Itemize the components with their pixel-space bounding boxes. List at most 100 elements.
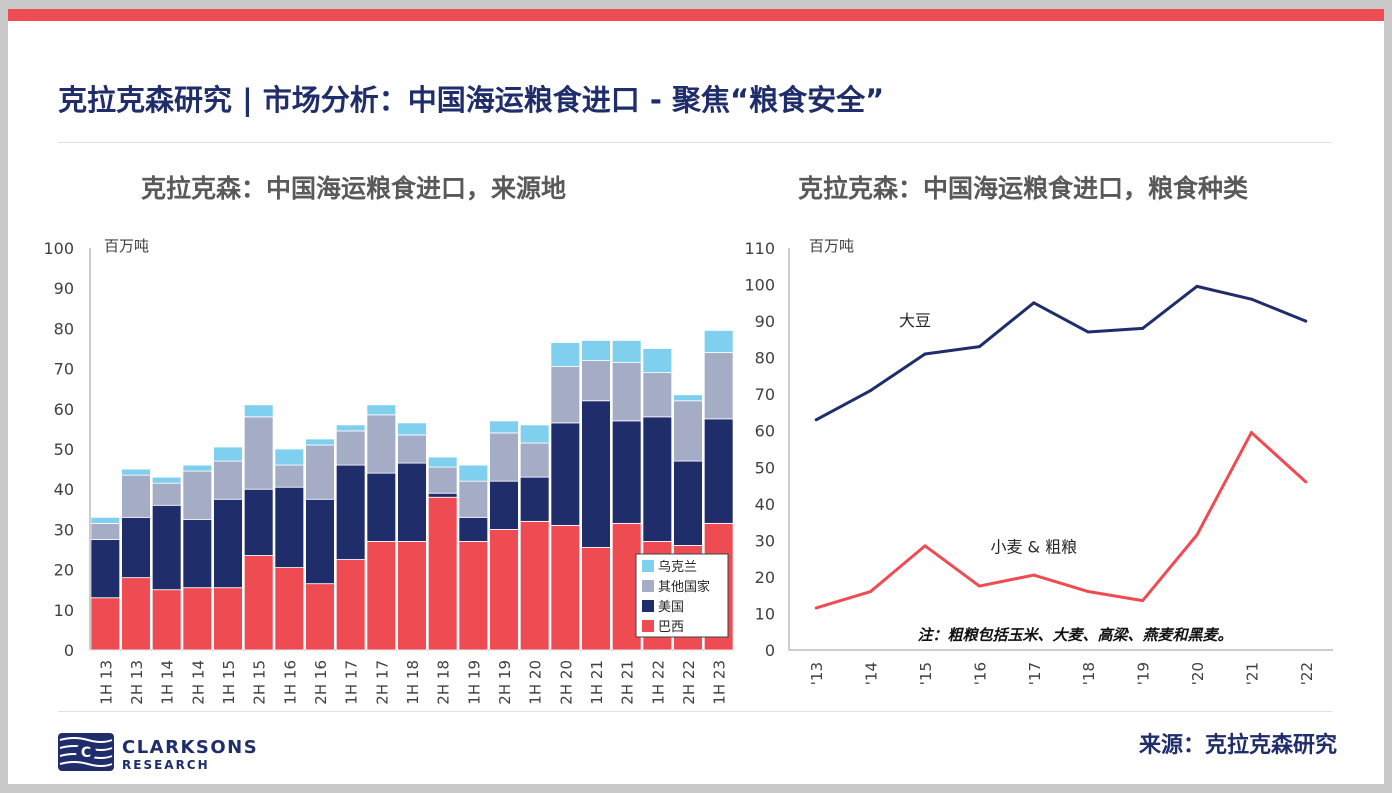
x-tick-label: '20: [1189, 662, 1207, 685]
x-tick-label: 2H 16: [312, 660, 330, 704]
x-tick-label: 1H 15: [220, 660, 238, 704]
bar-segment: [335, 559, 366, 651]
bar-segment: [581, 340, 611, 361]
legend-swatch: [642, 560, 654, 572]
y-tick-label: 50: [755, 458, 775, 477]
bar-segment: [151, 476, 182, 484]
x-tick-label: 2H 13: [128, 660, 146, 704]
bar-segment: [213, 446, 243, 462]
x-tick-label: '17: [1026, 662, 1044, 685]
bar-segment: [151, 504, 182, 591]
y-tick-label: 100: [744, 276, 775, 295]
x-tick-label: '22: [1298, 662, 1316, 685]
bar-segment: [397, 422, 427, 436]
x-tick-label: '16: [971, 662, 989, 685]
footnote: 注：粗粮包括玉米、大麦、高梁、燕麦和黑麦。: [917, 626, 1232, 644]
y-tick-label: 50: [54, 440, 74, 459]
bar-segment: [121, 577, 151, 651]
bar-segment: [489, 528, 519, 651]
bar-segment: [243, 488, 274, 556]
bar-segment: [489, 480, 519, 530]
x-tick-label: 2H 20: [557, 660, 575, 704]
legend-swatch: [642, 600, 654, 612]
x-tick-label: 2H 22: [680, 660, 698, 704]
legend-label: 其他国家: [658, 579, 710, 595]
x-tick-label: '19: [1135, 662, 1153, 685]
bar-segment: [611, 362, 642, 422]
bar-segment: [335, 430, 366, 466]
bar-segment: [703, 352, 734, 420]
data-point: [977, 345, 981, 349]
bar-segment: [673, 394, 703, 402]
x-tick-label: 1H 17: [343, 660, 361, 704]
bar-segment: [90, 539, 121, 599]
logo-name: CLARKSONS: [122, 737, 258, 758]
data-point: [869, 389, 873, 393]
bar-segment: [305, 438, 335, 446]
bar-segment: [458, 541, 489, 651]
data-point: [1086, 590, 1090, 594]
bar-segment: [335, 424, 366, 432]
bar-segment: [366, 414, 397, 474]
wave-mark-icon: C: [58, 733, 114, 771]
unit-label: 百万吨: [104, 237, 149, 255]
y-tick-label: 0: [64, 641, 74, 660]
x-tick-label: 1H 16: [281, 660, 299, 704]
bar-segment: [366, 472, 397, 542]
bar-segment: [335, 464, 366, 560]
y-tick-label: 30: [54, 520, 74, 539]
x-tick-label: 2H 15: [251, 660, 269, 704]
bar-segment: [673, 460, 703, 546]
series-line: [815, 431, 1307, 610]
bar-segment: [397, 462, 427, 542]
bar-segment: [274, 464, 305, 488]
bar-segment: [703, 418, 734, 524]
bar-segment: [519, 442, 550, 478]
x-tick-label: '15: [917, 662, 935, 685]
y-tick-label: 70: [54, 360, 74, 379]
bar-segment: [519, 476, 550, 522]
bar-segment: [182, 464, 213, 472]
bar-segment: [427, 496, 458, 651]
bar-segment: [366, 404, 397, 416]
y-tick-label: 40: [755, 495, 775, 514]
series-label: 大豆: [899, 311, 931, 330]
bar-segment: [243, 555, 274, 651]
bar-segment: [243, 416, 274, 490]
y-tick-label: 20: [755, 568, 775, 587]
bar-segment: [397, 541, 427, 651]
legend-swatch: [642, 620, 654, 632]
bar-segment: [489, 432, 519, 482]
y-tick-label: 100: [43, 239, 74, 258]
footer-divider: [58, 711, 1332, 712]
bar-chart-title: 克拉克森：中国海运粮食进口，来源地: [141, 174, 567, 203]
y-tick-label: 80: [54, 319, 74, 338]
source-note: 来源：克拉克森研究: [1138, 733, 1337, 758]
bar-segment: [182, 587, 213, 651]
x-tick-label: 1H 23: [711, 660, 729, 704]
bar-segment: [90, 522, 121, 540]
bar-segment: [550, 524, 581, 651]
y-tick-label: 20: [54, 561, 74, 580]
bar-segment: [642, 416, 673, 542]
bar-segment: [427, 456, 458, 468]
x-tick-label: 1H 19: [465, 660, 483, 704]
bar-segment: [182, 470, 213, 520]
line-chart-title: 克拉克森：中国海运粮食进口，粮食种类: [798, 174, 1249, 203]
data-point: [1086, 330, 1090, 334]
y-tick-label: 60: [755, 422, 775, 441]
bar-segment: [243, 404, 274, 418]
bar-segment: [182, 518, 213, 589]
accent-bar: [8, 9, 1384, 21]
bar-segment: [213, 587, 243, 651]
y-tick-label: 10: [54, 601, 74, 620]
page-title: 克拉克森研究 | 市场分析：中国海运粮食进口 - 聚焦“粮食安全”: [58, 83, 885, 117]
data-point: [977, 584, 981, 588]
bar-segment: [489, 420, 519, 434]
bar-segment: [274, 486, 305, 568]
x-tick-label: 1H 18: [404, 660, 422, 704]
x-tick-label: 2H 21: [619, 660, 637, 704]
bar-segment: [519, 520, 550, 651]
bar-segment: [305, 498, 335, 585]
bar-segment: [550, 422, 581, 526]
